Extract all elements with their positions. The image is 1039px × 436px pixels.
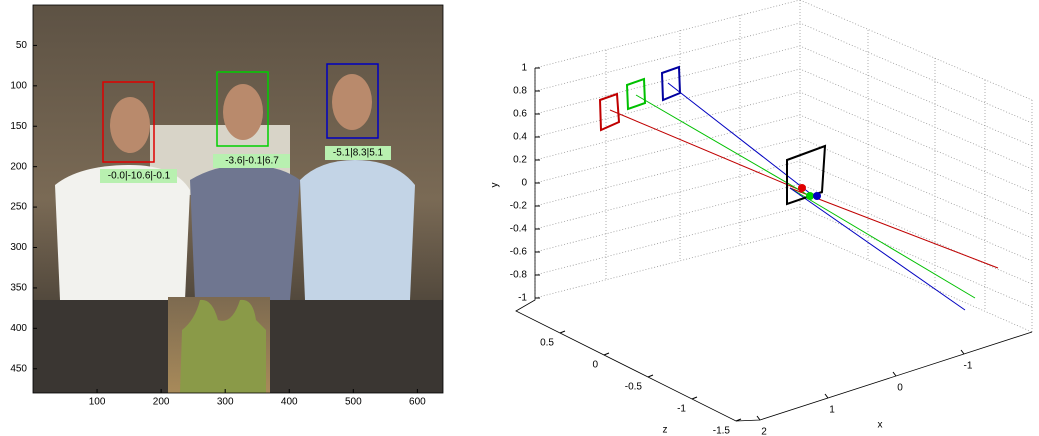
x-tick-label: 500 [345, 397, 362, 408]
photo [33, 5, 443, 393]
z-tick-label: -1.5 [713, 426, 731, 436]
y-tick-label: -1 [518, 293, 527, 304]
y-tick-label: 250 [10, 202, 27, 213]
y-tick-label: 200 [10, 161, 27, 172]
x-tick-label: 200 [153, 397, 170, 408]
x-axis-label: x [878, 420, 883, 431]
y-tick-label: 0.6 [513, 109, 527, 120]
x-tick [757, 416, 760, 420]
y-tick-label: 150 [10, 121, 27, 132]
face-label: -0.0|-10.6|-0.1 [108, 171, 171, 182]
figure: 1002003004005006005010015020025030035040… [0, 0, 1039, 436]
z-tick [692, 397, 697, 399]
x-tick-label: 300 [217, 397, 234, 408]
face-label: -3.6|-0.1|6.7 [225, 156, 279, 167]
y-tick-label: 0.2 [513, 155, 527, 166]
z-tick [560, 331, 565, 333]
y-tick-label: 400 [10, 323, 27, 334]
y-axis-label: y [490, 183, 501, 188]
x-tick-label: 2 [761, 427, 767, 436]
y-tick-label: 1 [521, 63, 527, 74]
y-tick-label: 0 [521, 178, 527, 189]
x-tick [961, 350, 964, 354]
x-tick-label: -1 [964, 361, 973, 372]
z-tick [648, 375, 653, 377]
y-tick-label: -0.4 [510, 224, 528, 235]
x-tick-label: 1 [829, 405, 835, 416]
x-tick [893, 372, 896, 376]
z-tick [604, 353, 609, 355]
x-tick-label: 600 [409, 397, 426, 408]
z-tick-label: -1 [677, 404, 686, 415]
x-tick [825, 394, 828, 398]
y-tick-label: 300 [10, 242, 27, 253]
z-tick-label: 0.5 [540, 338, 554, 349]
y-tick-label: 50 [16, 40, 28, 51]
axes3d-box [516, 0, 1032, 421]
y-tick-label: -0.8 [510, 270, 528, 281]
y-tick-label: -0.2 [510, 201, 528, 212]
y-tick-label: 0.8 [513, 86, 527, 97]
x-tick-label: 400 [281, 397, 298, 408]
y-tick-label: 100 [10, 80, 27, 91]
y-tick-label: -0.6 [510, 247, 528, 258]
y-tick-label: 450 [10, 363, 27, 374]
x-tick-label: 100 [89, 397, 106, 408]
y-tick-label: 0.4 [513, 132, 527, 143]
y-tick-label: 350 [10, 283, 27, 294]
z-tick-label: 0 [592, 360, 598, 371]
z-axis-label: z [663, 425, 668, 436]
z-tick-label: -0.5 [625, 382, 643, 393]
face-label: -5.1|8.3|5.1 [333, 148, 384, 159]
x-tick-label: 0 [897, 383, 903, 394]
